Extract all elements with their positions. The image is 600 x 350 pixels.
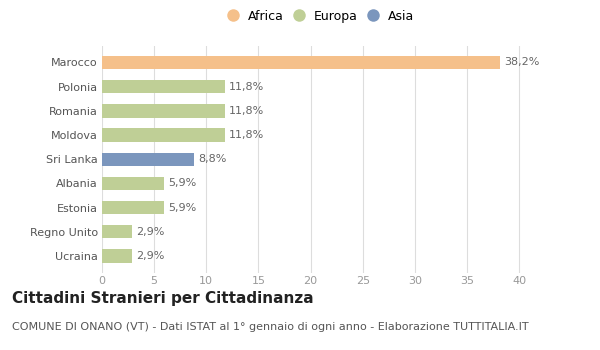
Text: 38,2%: 38,2% — [505, 57, 540, 68]
Bar — [102, 128, 225, 142]
Text: 2,9%: 2,9% — [136, 227, 165, 237]
Bar — [102, 201, 164, 214]
Text: COMUNE DI ONANO (VT) - Dati ISTAT al 1° gennaio di ogni anno - Elaborazione TUTT: COMUNE DI ONANO (VT) - Dati ISTAT al 1° … — [12, 322, 529, 332]
Text: 5,9%: 5,9% — [168, 178, 196, 188]
Text: 11,8%: 11,8% — [229, 82, 265, 92]
Text: 11,8%: 11,8% — [229, 106, 265, 116]
Text: 2,9%: 2,9% — [136, 251, 165, 261]
Bar — [102, 177, 164, 190]
Text: 8,8%: 8,8% — [198, 154, 226, 164]
Legend: Africa, Europa, Asia: Africa, Europa, Asia — [224, 6, 418, 27]
Text: 11,8%: 11,8% — [229, 130, 265, 140]
Bar — [102, 153, 194, 166]
Bar — [102, 104, 225, 118]
Bar — [102, 80, 225, 93]
Bar — [102, 225, 132, 238]
Bar — [102, 56, 500, 69]
Text: 5,9%: 5,9% — [168, 203, 196, 213]
Bar — [102, 249, 132, 262]
Text: Cittadini Stranieri per Cittadinanza: Cittadini Stranieri per Cittadinanza — [12, 290, 314, 306]
